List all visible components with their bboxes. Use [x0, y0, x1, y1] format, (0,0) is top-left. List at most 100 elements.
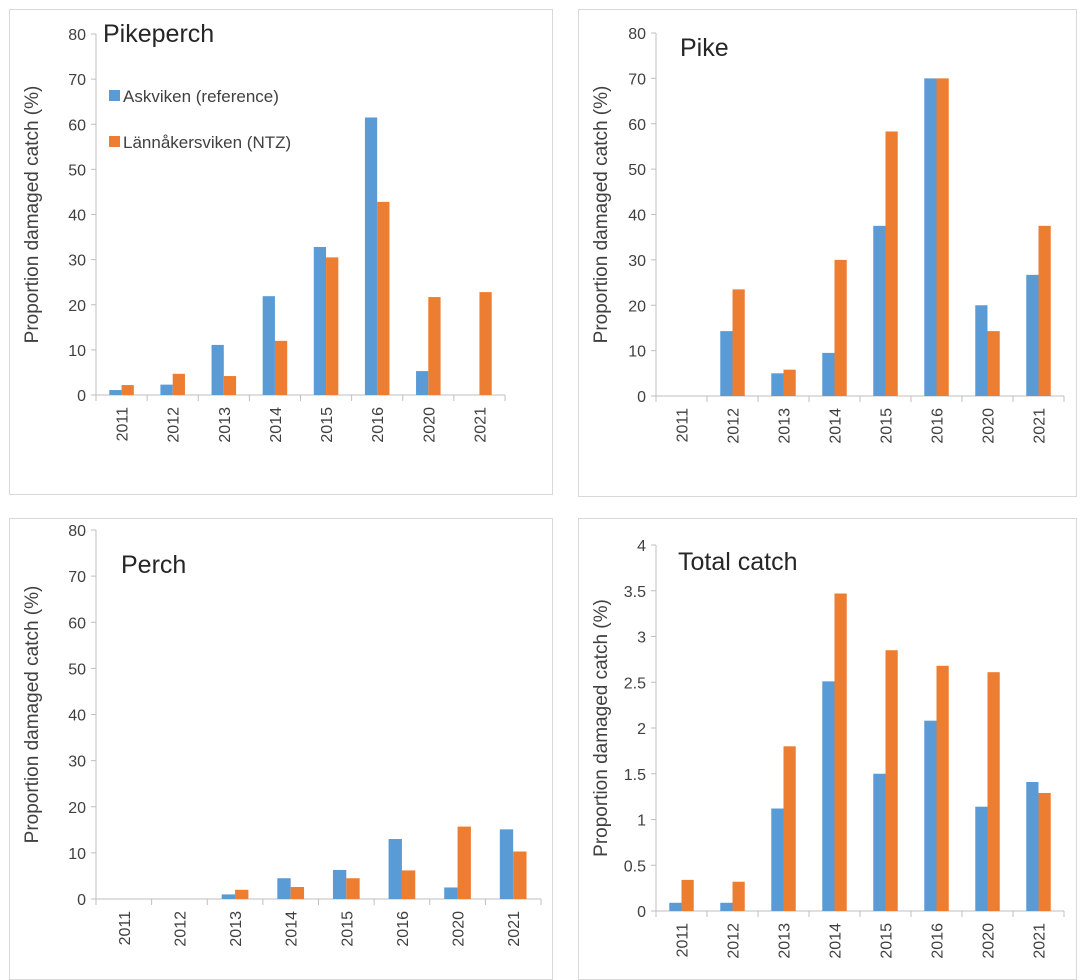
bar-askviken-2021	[499, 829, 514, 899]
bar-askviken-2015	[332, 869, 347, 899]
bar-askviken-2015	[873, 225, 886, 396]
y-tick-label: 0	[637, 904, 646, 921]
y-tick-label: 2.5	[624, 675, 646, 692]
bar-askviken-2012	[720, 331, 733, 396]
x-tick-label: 2015	[879, 408, 896, 444]
bar-askviken-2013	[771, 373, 784, 396]
bar-lannakersviken-2021	[513, 851, 527, 899]
bar-askviken-2016	[924, 78, 937, 396]
x-tick-label: 2011	[115, 407, 132, 442]
x-tick-label: 2016	[930, 923, 947, 959]
bar-lannakersviken-2015	[346, 878, 360, 899]
bar-lannakersviken-2012	[732, 881, 745, 911]
y-tick-label: 50	[68, 162, 86, 179]
x-tick-label: 2015	[339, 911, 356, 947]
y-tick-label: 70	[68, 569, 86, 586]
chart-panel-pikeperch: 0 10 20 30 40 50 60 70 80 2011 2012 2013 2014 2015 201…	[9, 9, 553, 495]
y-tick-label: 3.5	[624, 584, 646, 601]
y-tick-label: 70	[68, 72, 86, 89]
x-tick-label: 2014	[828, 923, 845, 959]
x-tick-label: 2020	[451, 911, 468, 947]
y-tick-label: 70	[628, 71, 646, 88]
x-tick-label: 2012	[166, 407, 183, 443]
bar-askviken-2013	[771, 808, 784, 911]
bar-askviken-2013	[211, 344, 224, 395]
y-tick-label: 20	[68, 298, 86, 315]
bar-askviken-2011	[669, 902, 682, 911]
x-tick-label: 2014	[828, 408, 845, 444]
legend-label-lannakersviken: Lännåkersviken (NTZ)	[123, 133, 291, 152]
chart-svg-perch: 0 10 20 30 40 50 60 70 80 2011 2012 2013 2014 2015 201…	[22, 523, 542, 947]
bar-lannakersviken-2015	[326, 257, 339, 395]
bar-lannakersviken-2011	[681, 879, 694, 911]
y-tick-label: 50	[68, 661, 86, 678]
y-tick-label: 30	[628, 253, 646, 270]
x-tick-label: 2016	[395, 911, 412, 947]
bar-askviken-2012	[160, 384, 173, 395]
y-tick-label: 3	[637, 630, 646, 647]
y-tick-label: 20	[68, 800, 86, 817]
chart-title: Pikeperch	[103, 20, 214, 48]
y-tick-label: 40	[68, 208, 86, 225]
bar-lannakersviken-2014	[274, 340, 288, 395]
bar-askviken-2020	[975, 305, 988, 396]
bar-lannakersviken-2013	[783, 369, 796, 396]
legend-swatch-lannakersviken	[109, 136, 120, 147]
x-tick-label: 2013	[217, 407, 234, 443]
bar-askviken-2020	[444, 887, 458, 899]
bar-lannakersviken-2012	[732, 289, 745, 396]
y-tick-label: 2	[637, 721, 646, 738]
bar-askviken-2020	[975, 806, 988, 911]
x-tick-label: 2013	[777, 923, 794, 959]
bar-askviken-2020	[416, 371, 429, 395]
chart-panel-pike: 0 10 20 30 40 50 60 70 80 2011 2012 2013 2014 2015 201…	[578, 9, 1077, 497]
y-tick-label: 0.5	[624, 858, 646, 875]
x-tick-label: 2015	[879, 923, 896, 959]
bar-lannakersviken-2012	[172, 373, 185, 395]
bar-lannakersviken-2020	[987, 331, 1000, 396]
legend-swatch-askviken	[109, 90, 120, 101]
bar-lannakersviken-2015	[885, 650, 898, 911]
x-tick-label: 2020	[981, 923, 998, 959]
x-tick-label: 2021	[1032, 923, 1049, 959]
bar-lannakersviken-2016	[936, 78, 949, 396]
chart-title: Pike	[680, 34, 729, 62]
y-tick-label: 40	[628, 208, 646, 225]
chart-legend: Askviken (reference) Lännåkersviken (NTZ)	[109, 87, 291, 152]
bar-askviken-2013	[221, 894, 236, 899]
bar-lannakersviken-2014	[290, 887, 305, 899]
y-tick-label: 20	[628, 298, 646, 315]
y-tick-label: 1.5	[624, 767, 646, 784]
y-tick-label: 4	[637, 538, 646, 555]
bar-askviken-2016	[388, 839, 402, 899]
y-tick-label: 80	[628, 26, 646, 43]
y-tick-label: 80	[68, 27, 86, 44]
y-tick-label: 60	[628, 117, 646, 134]
x-tick-label: 2014	[284, 911, 301, 947]
bar-lannakersviken-2021	[1038, 792, 1051, 911]
bar-askviken-2016	[364, 117, 378, 395]
x-tick-label: 2012	[726, 408, 743, 444]
y-axis-title: Proportion damaged catch (%)	[591, 86, 612, 344]
bar-lannakersviken-2016	[401, 870, 416, 899]
x-tick-label: 2021	[472, 407, 489, 443]
bar-lannakersviken-2013	[235, 889, 249, 899]
y-tick-label: 60	[68, 117, 86, 134]
x-tick-label: 2012	[172, 911, 189, 947]
x-tick-label: 2021	[506, 911, 523, 947]
bar-lannakersviken-2020	[457, 826, 471, 899]
x-tick-label: 2012	[726, 923, 743, 959]
bar-askviken-2021	[1026, 781, 1039, 911]
x-tick-label: 2021	[1032, 408, 1049, 444]
y-tick-label: 10	[68, 846, 86, 863]
bar-lannakersviken-2021	[479, 292, 492, 395]
y-tick-label: 40	[68, 708, 86, 725]
x-tick-label: 2011	[117, 911, 134, 946]
chart-panel-total-catch: 0 0.5 1 1.5 2 2.5 3 3.5 4 2011 2012 2013 2014 2015 201…	[578, 518, 1077, 980]
y-axis-title: Proportion damaged catch (%)	[22, 86, 43, 344]
x-tick-label: 2016	[930, 408, 947, 444]
y-tick-label: 0	[77, 388, 86, 405]
chart-svg-pikeperch: 0 10 20 30 40 50 60 70 80 2011 2012 2013 2014 2015 201…	[22, 20, 506, 443]
x-tick-label: 2015	[319, 407, 336, 443]
y-tick-label: 60	[68, 615, 86, 632]
